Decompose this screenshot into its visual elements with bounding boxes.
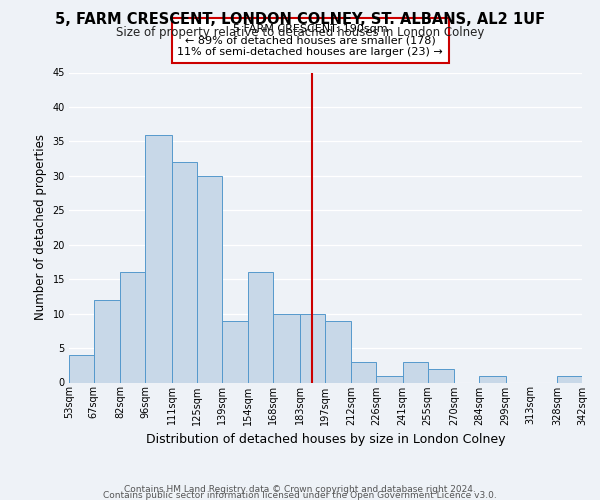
Bar xyxy=(428,368,454,382)
Bar xyxy=(221,320,248,382)
Text: Contains HM Land Registry data © Crown copyright and database right 2024.: Contains HM Land Registry data © Crown c… xyxy=(124,485,476,494)
Bar xyxy=(557,376,582,382)
Bar xyxy=(479,376,506,382)
Text: 5, FARM CRESCENT, LONDON COLNEY, ST. ALBANS, AL2 1UF: 5, FARM CRESCENT, LONDON COLNEY, ST. ALB… xyxy=(55,12,545,28)
Bar xyxy=(273,314,300,382)
Bar xyxy=(300,314,325,382)
Bar xyxy=(121,272,145,382)
Bar xyxy=(248,272,273,382)
Bar xyxy=(197,176,221,382)
Bar xyxy=(325,320,351,382)
Text: Contains public sector information licensed under the Open Government Licence v3: Contains public sector information licen… xyxy=(103,490,497,500)
X-axis label: Distribution of detached houses by size in London Colney: Distribution of detached houses by size … xyxy=(146,433,505,446)
Bar xyxy=(376,376,403,382)
Bar xyxy=(69,355,94,382)
Y-axis label: Number of detached properties: Number of detached properties xyxy=(34,134,47,320)
Text: Size of property relative to detached houses in London Colney: Size of property relative to detached ho… xyxy=(116,26,484,39)
Bar xyxy=(351,362,376,382)
Bar xyxy=(172,162,197,382)
Text: 5 FARM CRESCENT: 190sqm
← 89% of detached houses are smaller (178)
11% of semi-d: 5 FARM CRESCENT: 190sqm ← 89% of detache… xyxy=(177,24,443,57)
Bar xyxy=(145,134,172,382)
Bar xyxy=(94,300,121,382)
Bar xyxy=(403,362,428,382)
